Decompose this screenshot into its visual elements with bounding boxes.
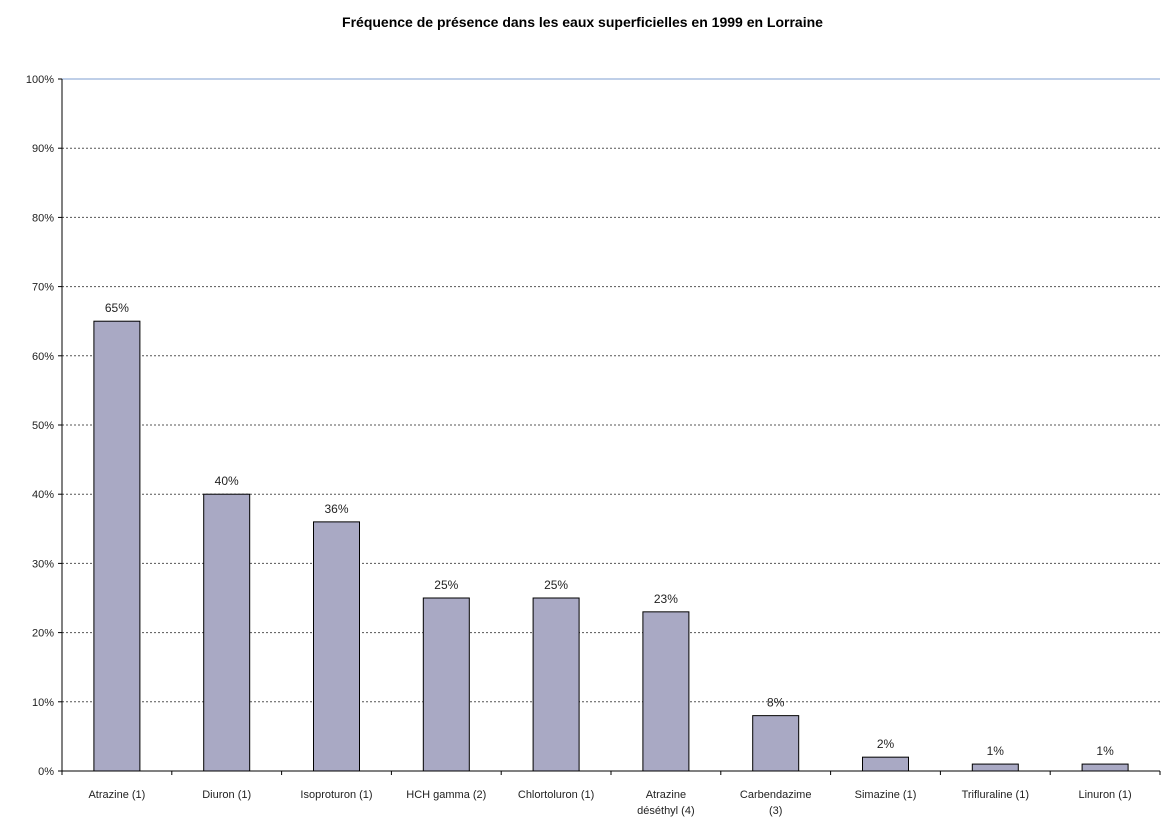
bar bbox=[313, 521, 360, 772]
bar bbox=[93, 320, 141, 772]
x-tick-label: Isoproturon (1) bbox=[300, 789, 372, 801]
data-label: 40% bbox=[215, 474, 239, 488]
bar bbox=[642, 611, 690, 772]
bars bbox=[93, 320, 1129, 772]
data-label: 25% bbox=[434, 578, 458, 592]
bar bbox=[532, 597, 580, 772]
bar bbox=[752, 715, 800, 772]
x-tick-label: Diuron (1) bbox=[202, 789, 251, 801]
labels: 0% 10% 20% 30% 40% 50% 60% 70% 80% 90% 100% 65% Atra… bbox=[26, 74, 1132, 817]
bar bbox=[422, 597, 470, 772]
data-label: 2% bbox=[877, 737, 895, 751]
y-tick-label: 0% bbox=[38, 766, 54, 778]
chart-title: Fréquence de présence dans les eaux supe… bbox=[342, 14, 823, 30]
x-tick-label: Linuron (1) bbox=[1078, 789, 1131, 801]
bar bbox=[203, 493, 251, 772]
x-tick-label: Atrazine (1) bbox=[88, 789, 145, 801]
y-tick-label: 30% bbox=[32, 558, 54, 570]
bar bbox=[862, 756, 909, 772]
x-tick-label: Chlortoluron (1) bbox=[518, 789, 594, 801]
gridlines bbox=[62, 78, 1160, 703]
y-tick-label: 100% bbox=[26, 74, 54, 86]
y-tick-label: 40% bbox=[32, 489, 54, 501]
data-label: 65% bbox=[105, 301, 129, 315]
y-tick-label: 20% bbox=[32, 628, 54, 640]
y-tick-label: 60% bbox=[32, 351, 54, 363]
y-tick-label: 70% bbox=[32, 282, 54, 294]
bar bbox=[1081, 763, 1129, 772]
data-label: 8% bbox=[767, 696, 785, 710]
bar bbox=[971, 763, 1019, 772]
data-label: 1% bbox=[987, 744, 1005, 758]
x-tick-label: Simazine (1) bbox=[855, 789, 917, 801]
data-label: 25% bbox=[544, 578, 568, 592]
data-label: 1% bbox=[1096, 744, 1114, 758]
x-tick-label: Atrazine déséthyl (4) bbox=[637, 789, 694, 817]
y-tick-label: 10% bbox=[32, 697, 54, 709]
data-label: 23% bbox=[654, 592, 678, 606]
y-tick-label: 80% bbox=[32, 212, 54, 224]
y-tick-label: 50% bbox=[32, 420, 54, 432]
y-tick-label: 90% bbox=[32, 143, 54, 155]
x-tick-label: HCH gamma (2) bbox=[406, 789, 486, 801]
x-tick-label: Trifluraline (1) bbox=[962, 789, 1029, 801]
data-label: 36% bbox=[324, 502, 348, 516]
x-tick-label: Carbendazime (3) bbox=[740, 789, 812, 817]
